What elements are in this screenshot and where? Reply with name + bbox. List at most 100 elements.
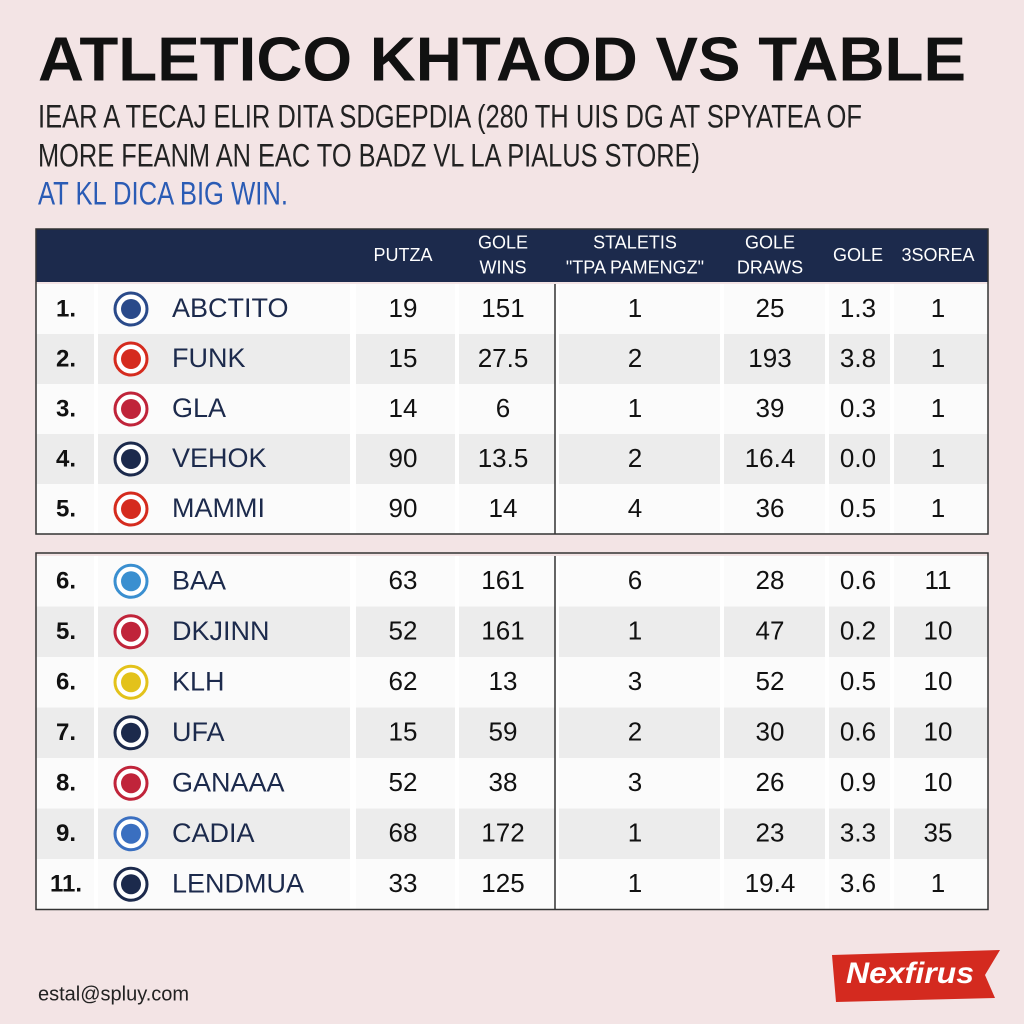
cell-gap bbox=[94, 657, 98, 708]
cell-gap bbox=[455, 434, 459, 484]
cell-gap bbox=[555, 484, 559, 534]
cell-gap bbox=[890, 556, 894, 607]
cell-gap bbox=[825, 284, 829, 334]
cell-gap bbox=[555, 859, 559, 910]
cell-value: 90 bbox=[389, 443, 418, 473]
team-name: LENDMUA bbox=[172, 868, 304, 898]
rank: 7. bbox=[56, 719, 76, 746]
cell-gap bbox=[825, 859, 829, 910]
table-row bbox=[36, 707, 988, 758]
cell-value: 1 bbox=[628, 818, 642, 848]
column-header: 3SOREA bbox=[901, 245, 974, 265]
team-name: ABCTITO bbox=[172, 293, 289, 323]
cell-gap bbox=[94, 606, 98, 657]
cell-gap bbox=[455, 384, 459, 434]
cell-value: 35 bbox=[924, 818, 953, 848]
subtitle-line: MORE FEANM AN EAC TO BADZ VL LA PIALUS S… bbox=[38, 137, 700, 173]
cell-gap bbox=[890, 434, 894, 484]
table-row bbox=[36, 556, 988, 607]
cell-value: 0.9 bbox=[840, 767, 876, 797]
cell-gap bbox=[890, 808, 894, 859]
team-logo-inner bbox=[121, 299, 141, 319]
cell-value: 10 bbox=[924, 666, 953, 696]
cell-value: 0.2 bbox=[840, 616, 876, 646]
team-logo-inner bbox=[121, 722, 141, 743]
cell-value: 3.6 bbox=[840, 868, 876, 898]
cell-value: 161 bbox=[481, 616, 524, 646]
cell-value: 1 bbox=[931, 293, 945, 323]
team-name: GLA bbox=[172, 393, 226, 423]
cell-value: 10 bbox=[924, 616, 953, 646]
cell-gap bbox=[825, 657, 829, 708]
cell-value: 52 bbox=[389, 616, 418, 646]
team-name: BAA bbox=[172, 565, 226, 595]
cell-gap bbox=[720, 657, 724, 708]
cell-value: 15 bbox=[389, 343, 418, 373]
table-row bbox=[36, 606, 988, 657]
cell-gap bbox=[455, 284, 459, 334]
cell-gap bbox=[350, 556, 356, 607]
cell-gap bbox=[94, 808, 98, 859]
cell-value: 1 bbox=[628, 293, 642, 323]
footer-email: estal@spluy.com bbox=[38, 983, 189, 1005]
table-row bbox=[36, 384, 988, 434]
rank: 5. bbox=[56, 495, 76, 522]
team-name: DKJINN bbox=[172, 616, 270, 646]
cell-value: 23 bbox=[756, 818, 785, 848]
cell-value: 11 bbox=[925, 565, 952, 595]
cell-value: 13.5 bbox=[478, 443, 529, 473]
cell-value: 10 bbox=[924, 767, 953, 797]
cell-gap bbox=[890, 484, 894, 534]
cell-gap bbox=[825, 606, 829, 657]
cell-value: 6 bbox=[496, 393, 510, 423]
cell-gap bbox=[555, 808, 559, 859]
team-name: CADIA bbox=[172, 818, 255, 848]
cell-value: 0.5 bbox=[840, 493, 876, 523]
rank: 9. bbox=[56, 820, 76, 847]
table-header bbox=[36, 229, 988, 282]
cell-value: 90 bbox=[389, 493, 418, 523]
rank: 6. bbox=[56, 669, 76, 696]
column-header: PUTZA bbox=[373, 245, 432, 265]
cell-gap bbox=[720, 808, 724, 859]
cell-gap bbox=[350, 334, 356, 384]
rank: 5. bbox=[56, 618, 76, 645]
cell-gap bbox=[555, 284, 559, 334]
column-header: GOLE bbox=[833, 245, 883, 265]
cell-value: 125 bbox=[481, 868, 524, 898]
team-name: KLH bbox=[172, 666, 225, 696]
cell-value: 1 bbox=[628, 393, 642, 423]
rank: 3. bbox=[56, 395, 76, 422]
cell-value: 36 bbox=[756, 493, 785, 523]
cell-gap bbox=[720, 556, 724, 607]
cell-gap bbox=[890, 859, 894, 910]
cell-value: 30 bbox=[756, 717, 785, 747]
team-logo-inner bbox=[121, 399, 141, 419]
team-logo-inner bbox=[121, 823, 141, 844]
cell-value: 19.4 bbox=[745, 868, 796, 898]
cell-value: 0.5 bbox=[840, 666, 876, 696]
cell-gap bbox=[455, 707, 459, 758]
cell-gap bbox=[890, 384, 894, 434]
cell-value: 3 bbox=[628, 767, 642, 797]
team-logo-inner bbox=[121, 621, 141, 642]
table-group-border bbox=[35, 228, 989, 535]
cell-value: 6 bbox=[628, 565, 642, 595]
cell-value: 47 bbox=[756, 616, 785, 646]
rank: 8. bbox=[56, 770, 76, 797]
cell-gap bbox=[555, 657, 559, 708]
cell-gap bbox=[720, 707, 724, 758]
cell-gap bbox=[890, 334, 894, 384]
cell-value: 19 bbox=[389, 293, 418, 323]
cell-value: 0.6 bbox=[840, 717, 876, 747]
cell-gap bbox=[350, 606, 356, 657]
cell-gap bbox=[455, 606, 459, 657]
cell-value: 52 bbox=[756, 666, 785, 696]
cell-gap bbox=[890, 657, 894, 708]
cell-value: 172 bbox=[481, 818, 524, 848]
cell-gap bbox=[890, 606, 894, 657]
cell-gap bbox=[720, 284, 724, 334]
cell-value: 14 bbox=[389, 393, 418, 423]
cell-gap bbox=[825, 434, 829, 484]
